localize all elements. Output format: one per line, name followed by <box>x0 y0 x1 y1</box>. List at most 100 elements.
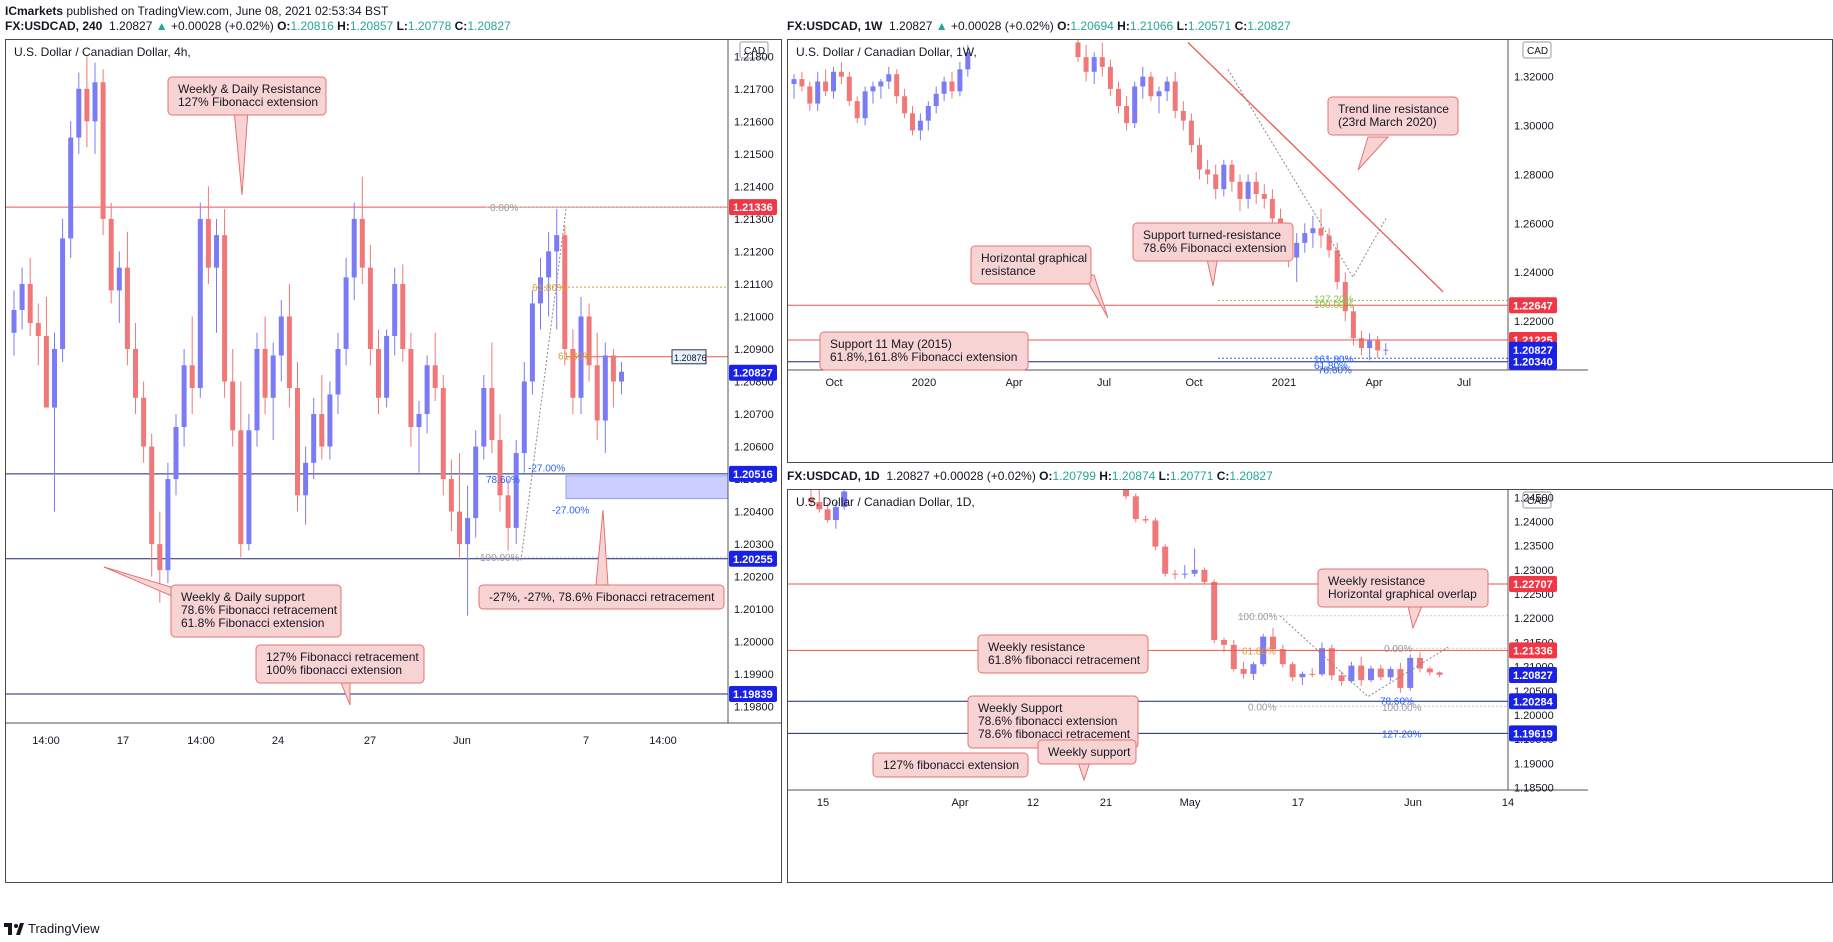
candle-body <box>351 218 357 278</box>
fib-level-label: 0.00% <box>1248 702 1276 713</box>
candle-body <box>465 518 471 545</box>
fib-trend-line <box>1279 615 1449 698</box>
candle-body <box>181 365 187 428</box>
candle-body <box>529 303 535 382</box>
candle-body <box>1172 81 1178 111</box>
candle-body <box>52 348 57 408</box>
price-label: 1.22707 <box>1513 579 1553 591</box>
publish-header: ICmarkets published on TradingView.com, … <box>5 4 388 19</box>
candle-body <box>1310 228 1316 234</box>
y-tick-label: 1.18500 <box>1514 783 1554 795</box>
annotation-text: Weekly & Daily support <box>181 590 305 604</box>
y-tick-label: 1.23000 <box>1514 565 1554 577</box>
y-tick-label: 1.32000 <box>1514 72 1554 84</box>
candle-body <box>807 86 813 104</box>
d1-chart-panel[interactable]: U.S. Dollar / Canadian Dollar, 1D, CAD 100… <box>787 489 1833 883</box>
candle-body <box>489 388 495 441</box>
candle-body <box>910 113 915 131</box>
candle-body <box>1348 665 1355 682</box>
annotation-text: resistance <box>981 264 1036 278</box>
y-tick-label: 1.24000 <box>1514 516 1554 528</box>
candle-body <box>1124 106 1130 124</box>
candle-body <box>84 88 90 122</box>
annotation-box <box>977 634 1149 674</box>
price-label-bg <box>1509 666 1557 683</box>
fib-level-label: 100.00% <box>1314 300 1354 311</box>
candle-body <box>1172 573 1178 575</box>
price-label-bg <box>1509 353 1557 370</box>
annotation-box <box>1132 222 1294 262</box>
annotation-text: Support 11 May (2015) <box>830 337 952 351</box>
x-tick-label: 21 <box>1100 797 1112 809</box>
candle-body <box>1099 57 1105 67</box>
x-tick-label: 7 <box>583 735 589 747</box>
h4-chart-panel[interactable]: U.S. Dollar / Canadian Dollar, 4h, CAD 0.0… <box>5 39 782 883</box>
candle-body <box>1164 81 1170 92</box>
annotation-text: Trend line resistance <box>1338 102 1449 116</box>
h4-chart[interactable]: U.S. Dollar / Canadian Dollar, 4h, CAD 0.0… <box>6 40 781 882</box>
x-tick-label: Oct <box>1185 377 1202 389</box>
currency-box <box>739 41 769 59</box>
candle-body <box>303 462 309 496</box>
candle-body <box>359 218 365 268</box>
y-tick-label: 1.20200 <box>734 572 774 584</box>
y-tick-label: 1.21700 <box>734 84 774 96</box>
candle-body <box>1250 664 1257 674</box>
candle-body <box>862 91 868 119</box>
candle-body <box>1148 76 1154 97</box>
price-label-bg <box>1509 576 1557 593</box>
annotation-text: Weekly Support <box>978 701 1063 715</box>
price-label-bg <box>1509 725 1557 742</box>
fib-level-label: 0.00% <box>1384 644 1412 655</box>
candle-body <box>824 509 831 520</box>
candle-body <box>367 267 373 349</box>
candle-body <box>1350 311 1356 339</box>
annotation-pointer <box>1407 605 1423 630</box>
annotation-pointer <box>103 566 182 601</box>
candle-body <box>1197 145 1202 170</box>
annotation-text: Horizontal graphical overlap <box>1328 587 1477 601</box>
fib-level-label: 161.80% <box>1314 355 1354 366</box>
x-tick-label: Jun <box>453 735 471 747</box>
y-tick-label: 1.20700 <box>734 409 774 421</box>
chart-title: U.S. Dollar / Canadian Dollar, 1D, <box>796 495 975 509</box>
candle-body <box>1407 657 1414 688</box>
y-tick-label: 1.20400 <box>734 507 774 519</box>
candle-body <box>1142 519 1149 521</box>
candle-body <box>286 316 292 389</box>
candle-body <box>562 235 568 349</box>
candle-body <box>1368 668 1374 681</box>
x-tick-label: Apr <box>1005 377 1022 389</box>
publisher-name[interactable]: ICmarkets <box>5 4 64 18</box>
candle-body <box>1269 198 1275 219</box>
y-tick-label: 1.23500 <box>1514 541 1554 553</box>
w1-chart[interactable]: U.S. Dollar / Canadian Dollar, 1W, CAD 127… <box>788 40 1832 462</box>
candle-body <box>1318 228 1324 236</box>
candle-body <box>832 506 839 520</box>
x-tick-label: 12 <box>1027 797 1039 809</box>
x-tick-label: Apr <box>951 797 968 809</box>
annotation-pointer <box>1077 761 1091 782</box>
candle-body <box>400 283 406 349</box>
currency-box <box>1522 491 1552 509</box>
annotation-text: 78.6% fibonacci extension <box>978 714 1117 728</box>
candle-body <box>278 316 284 356</box>
annotation-box <box>819 331 1029 371</box>
candle-body <box>1387 669 1394 678</box>
candle-body <box>1213 174 1219 190</box>
candle-body <box>1270 636 1276 650</box>
price-label: 1.20284 <box>1513 696 1554 708</box>
tradingview-footer[interactable]: TradingView <box>4 921 100 936</box>
w1-chart-panel[interactable]: U.S. Dollar / Canadian Dollar, 1W, CAD 127… <box>787 39 1833 463</box>
annotation-text: 127% Fibonacci extension <box>178 95 318 109</box>
candle-body <box>205 218 211 268</box>
d1-chart[interactable]: U.S. Dollar / Canadian Dollar, 1D, CAD 100… <box>788 490 1832 882</box>
candle-body <box>538 277 543 304</box>
tradingview-logo-icon <box>4 922 24 935</box>
candle-body <box>1326 235 1332 251</box>
y-tick-label: 1.19000 <box>1514 758 1554 770</box>
up-arrow-icon: ▲ <box>155 19 168 33</box>
y-tick-label: 1.21400 <box>734 181 774 193</box>
annotation-pointer <box>233 109 249 196</box>
candle-body <box>1132 496 1139 520</box>
